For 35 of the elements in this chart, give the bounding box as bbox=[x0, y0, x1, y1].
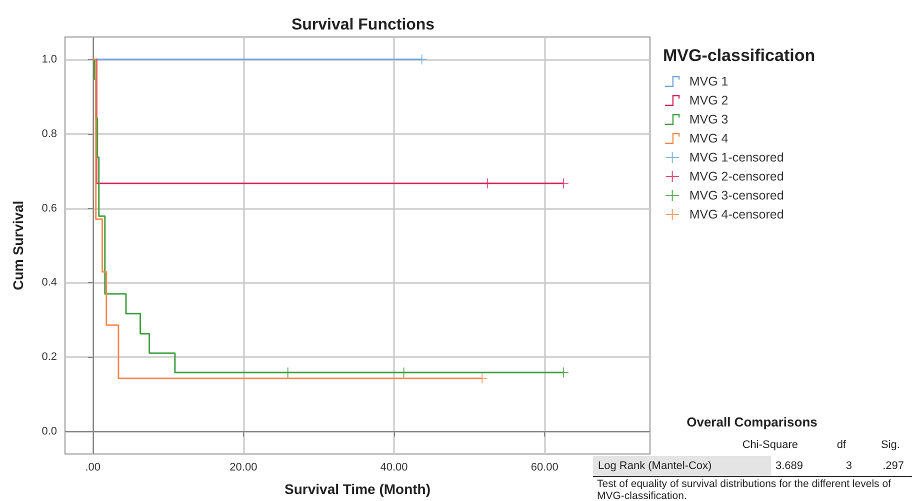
y-tick-label: 0.4 bbox=[42, 276, 57, 289]
legend-label: MVG 1 bbox=[689, 74, 728, 88]
x-tick-label: 60.00 bbox=[530, 462, 558, 474]
x-axis-title: Survival Time (Month) bbox=[284, 481, 430, 497]
x-tick-label: 20.00 bbox=[230, 462, 258, 474]
text: df bbox=[836, 439, 847, 451]
text: Overall Comparisons bbox=[686, 414, 818, 430]
point bbox=[477, 373, 488, 384]
point bbox=[482, 178, 492, 188]
text: Chi-Square bbox=[742, 439, 798, 451]
legend-label: MVG 3 bbox=[689, 112, 728, 126]
y-tick-label: 0.0 bbox=[42, 426, 57, 438]
y-tick-label: 0.8 bbox=[42, 128, 57, 140]
legend-label: MVG 3-censored bbox=[689, 188, 784, 202]
y-tick-label: 1.0 bbox=[42, 53, 57, 66]
legend-label: MVG 1-censored bbox=[689, 150, 784, 164]
point bbox=[416, 54, 427, 64]
y-tick-label: 0.6 bbox=[42, 202, 57, 214]
legend-label: MVG 2-censored bbox=[689, 170, 784, 184]
text: 3.689 bbox=[775, 460, 803, 472]
legend-label: MVG 2 bbox=[689, 94, 728, 108]
text: .297 bbox=[882, 460, 904, 472]
legend-title: MVG-classification bbox=[663, 46, 816, 65]
legend-label: MVG 4 bbox=[689, 132, 728, 146]
y-axis-title: Cum Survival bbox=[10, 200, 26, 290]
legend-label: MVG 4-censored bbox=[689, 208, 784, 222]
text: Test of equality of survival distributions for the different levels of MVG-classification. bbox=[597, 478, 894, 501]
point bbox=[558, 178, 568, 188]
x-tick-label: .00 bbox=[85, 462, 101, 474]
text: Log Rank (Mantel-Cox) bbox=[598, 460, 712, 472]
text: 3 bbox=[846, 460, 852, 472]
x-tick-label: 40.00 bbox=[380, 462, 408, 474]
chart-title: Survival Functions bbox=[291, 16, 435, 34]
text: Sig. bbox=[881, 439, 900, 451]
y-tick-label: 0.2 bbox=[42, 351, 57, 364]
